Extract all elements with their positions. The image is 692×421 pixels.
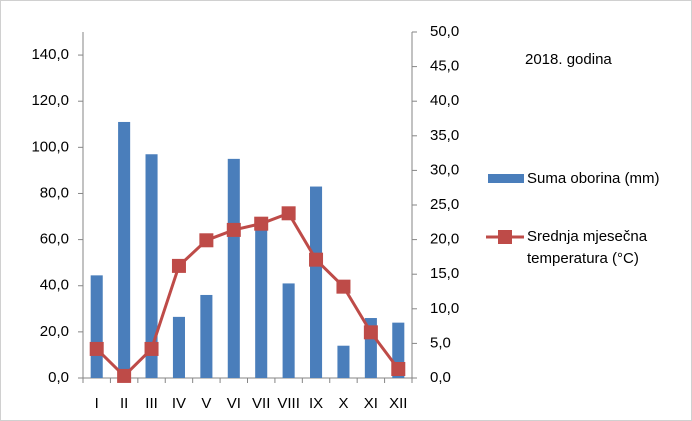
y-tick-label: 80,0 xyxy=(40,184,69,201)
legend-swatch xyxy=(488,174,524,183)
legend-label: Srednja mjesečna temperatura (°C) xyxy=(527,228,648,267)
bar xyxy=(200,294,213,378)
marker xyxy=(309,252,324,267)
y-tick-label: 0,0 xyxy=(48,369,69,386)
bar xyxy=(282,283,295,378)
y2-tick-label: 50,0 xyxy=(430,23,459,40)
y2-tick-label: 25,0 xyxy=(430,196,459,213)
x-tick-label: IV xyxy=(172,395,186,412)
marker xyxy=(144,341,159,356)
marker xyxy=(336,279,351,294)
y2-tick-label: 35,0 xyxy=(430,127,459,144)
x-tick-label: X xyxy=(338,395,348,412)
y2-tick-label: 30,0 xyxy=(430,161,459,178)
marker xyxy=(363,325,378,340)
marker xyxy=(226,222,241,237)
y2-tick-label: 40,0 xyxy=(430,92,459,109)
y-tick-label: 20,0 xyxy=(40,323,69,340)
y2-tick-label: 15,0 xyxy=(430,265,459,282)
x-tick-label: III xyxy=(145,395,158,412)
y2-tick-label: 20,0 xyxy=(430,231,459,248)
x-tick-label: XII xyxy=(389,395,407,412)
x-tick-label: VI xyxy=(227,395,241,412)
bar xyxy=(337,345,350,378)
legend-label: Suma oborina (mm) xyxy=(527,170,660,187)
y2-tick-label: 45,0 xyxy=(430,58,459,75)
marker xyxy=(199,233,214,248)
x-tick-label: XI xyxy=(364,395,378,412)
bar xyxy=(255,230,268,378)
y-tick-label: 60,0 xyxy=(40,231,69,248)
y-tick-label: 140,0 xyxy=(31,46,69,63)
y-tick-label: 100,0 xyxy=(31,138,69,155)
marker xyxy=(281,206,296,221)
x-tick-label: V xyxy=(201,395,211,412)
bar xyxy=(310,186,323,378)
annotation: 2018. godina xyxy=(525,51,612,68)
marker xyxy=(89,341,104,356)
y2-tick-label: 0,0 xyxy=(430,369,451,386)
bar xyxy=(90,275,103,378)
line xyxy=(95,211,400,379)
x-tick-label: I xyxy=(95,395,99,412)
x-tick-label: II xyxy=(120,395,128,412)
y2-tick-label: 5,0 xyxy=(430,334,451,351)
y-tick-label: 120,0 xyxy=(31,92,69,109)
bar xyxy=(145,154,158,378)
x-tick-label: VII xyxy=(252,395,270,412)
y2-tick-label: 10,0 xyxy=(430,300,459,317)
marker xyxy=(254,216,269,231)
marker xyxy=(117,368,132,383)
bar xyxy=(227,158,240,378)
bar xyxy=(172,316,185,378)
y-tick-label: 40,0 xyxy=(40,277,69,294)
legend-marker xyxy=(498,230,512,244)
marker xyxy=(391,362,406,377)
x-tick-label: IX xyxy=(309,395,323,412)
marker xyxy=(171,258,186,273)
x-tick-label: VIII xyxy=(277,395,300,412)
bar xyxy=(118,121,131,379)
